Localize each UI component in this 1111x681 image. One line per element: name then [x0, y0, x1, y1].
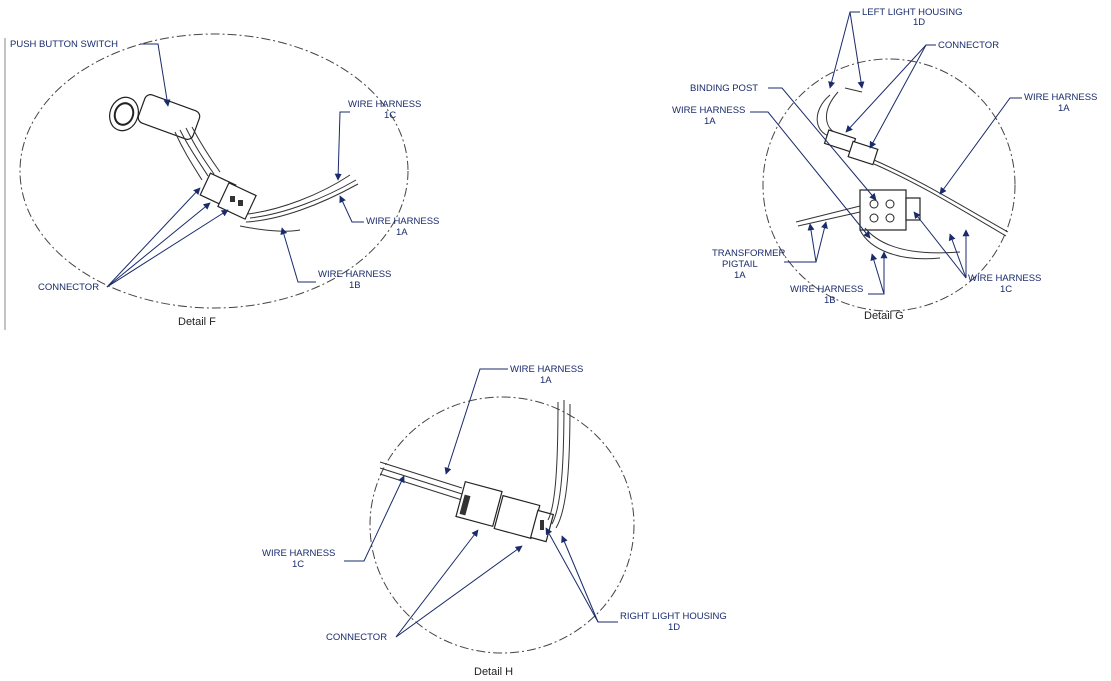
detail-g-boundary-circle	[762, 58, 1016, 312]
detail-h-boundary-circle	[369, 396, 635, 654]
detail-g-binding-post-label: BINDING POST	[690, 83, 758, 94]
detail-g-caption: Detail G	[864, 310, 904, 322]
detail-h-connector-label: CONNECTOR	[326, 632, 387, 643]
detail-h-right-light-housing-label: RIGHT LIGHT HOUSING	[620, 611, 727, 622]
detail-f-connector-drawing	[199, 172, 257, 220]
detail-g-wire-harness-1b-label: WIRE HARNESS	[790, 284, 863, 295]
detail-f-wire-harness-1c-sub: 1C	[384, 110, 396, 121]
detail-f-wire-harness-1a-label: WIRE HARNESS	[366, 216, 439, 227]
detail-h-wire-harness-1c-sub: 1C	[292, 559, 304, 570]
detail-h: WIRE HARNESS 1A WIRE HARNESS 1C CONNECTO…	[262, 364, 727, 678]
detail-f-wire-harness-1c-label: WIRE HARNESS	[348, 99, 421, 110]
detail-f-caption: Detail F	[178, 316, 216, 328]
detail-g-wire-harness-1c-sub: 1C	[1000, 284, 1012, 295]
transformer-block-drawing	[859, 189, 921, 231]
detail-h-right-light-housing-sub: 1D	[668, 622, 680, 633]
detail-f-wire-harness-1b-label: WIRE HARNESS	[318, 269, 391, 280]
detail-f-wire-harness-1b-sub: 1B	[349, 280, 361, 291]
push-button-switch-drawing	[109, 94, 221, 181]
detail-g-left-light-housing-label: LEFT LIGHT HOUSING	[862, 7, 962, 18]
detail-f-connector-label: CONNECTOR	[38, 282, 99, 293]
detail-f: PUSH BUTTON SWITCH WIRE HARNESS 1C WIRE …	[10, 33, 439, 328]
detail-h-connector-drawing	[455, 480, 555, 543]
detail-g-transformer-pigtail-sub: PIGTAIL	[722, 259, 758, 270]
detail-g-wire-harness-1a-left-label: WIRE HARNESS	[672, 105, 745, 116]
detail-h-wire-harness-1c-label: WIRE HARNESS	[262, 548, 335, 559]
detail-f-boundary-circle	[19, 33, 409, 309]
detail-g-transformer-pigtail-label: TRANSFORMER	[712, 248, 786, 259]
detail-g-wire-harness-1c-label: WIRE HARNESS	[968, 273, 1041, 284]
detail-f-wire-harness-1a-sub: 1A	[396, 227, 408, 238]
detail-g-wire-harness-1b-sub: 1B	[824, 295, 836, 306]
detail-h-caption: Detail H	[474, 666, 513, 678]
detail-g-wire-harness-1a-right-label: WIRE HARNESS	[1024, 92, 1097, 103]
detail-h-wire-harness-1a-sub: 1A	[540, 375, 552, 386]
detail-g-wire-harness-1a-right-sub: 1A	[1058, 103, 1070, 114]
detail-g-transformer-pigtail-id: 1A	[734, 270, 746, 281]
detail-g-left-light-housing-sub: 1D	[913, 17, 925, 28]
detail-f-push-button-label: PUSH BUTTON SWITCH	[10, 39, 118, 50]
detail-h-wire-harness-1a-label: WIRE HARNESS	[510, 364, 583, 375]
detail-g-connector-label: CONNECTOR	[938, 40, 999, 51]
detail-g-wire-harness-1a-left-sub: 1A	[704, 116, 716, 127]
detail-g: LEFT LIGHT HOUSING 1D CONNECTOR BINDING …	[672, 7, 1097, 322]
